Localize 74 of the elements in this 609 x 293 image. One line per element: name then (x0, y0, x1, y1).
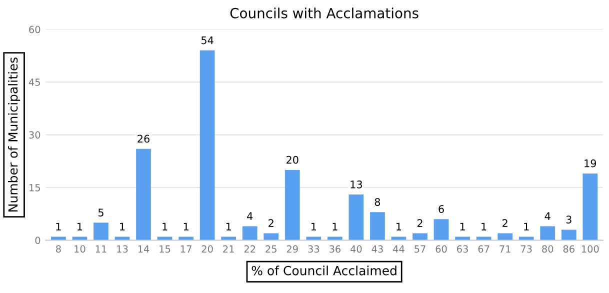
bar (370, 212, 385, 240)
x-tick-label: 60 (436, 245, 447, 253)
data-label: 1 (56, 222, 61, 230)
x-tick-label: 20 (202, 245, 213, 253)
data-label: 6 (438, 205, 444, 213)
x-tick-label: 33 (308, 245, 320, 253)
bar (434, 219, 449, 240)
data-label: 1 (460, 222, 465, 230)
y-tick-label: 60 (29, 26, 40, 34)
data-label: 5 (98, 208, 104, 216)
data-label: 1 (226, 222, 231, 230)
x-tick-label: 40 (350, 245, 362, 253)
x-tick-label: 67 (478, 245, 490, 253)
data-label: 2 (417, 219, 422, 227)
x-tick-label: 10 (74, 245, 86, 253)
x-tick-label: 43 (372, 245, 383, 253)
data-label: 4 (544, 212, 550, 220)
data-label: 1 (120, 222, 125, 230)
bar (264, 233, 279, 240)
data-label: 2 (502, 219, 508, 227)
data-label: 1 (524, 222, 529, 230)
x-tick-label: 73 (520, 245, 532, 253)
bar (498, 233, 513, 240)
data-label: 19 (584, 159, 596, 168)
x-tick-label: 57 (414, 245, 426, 253)
bar (348, 194, 364, 240)
data-label: 1 (482, 222, 486, 230)
data-label: 1 (332, 222, 338, 230)
bar (582, 173, 598, 240)
data-label: 1 (396, 222, 402, 230)
x-tick-label: 17 (180, 245, 192, 253)
x-tick-label: 63 (457, 245, 468, 253)
y-tick-label: 30 (29, 131, 40, 139)
x-tick-label: 100 (582, 245, 599, 253)
x-tick-label: 25 (266, 245, 276, 253)
x-tick-label: 22 (244, 245, 256, 253)
bar (412, 233, 428, 240)
x-tick-label: 15 (160, 245, 170, 253)
y-tick-label: 45 (28, 78, 40, 86)
x-tick-label: 29 (286, 245, 298, 253)
x-tick-label: 21 (223, 245, 234, 253)
data-label: 20 (286, 156, 298, 164)
bar (136, 148, 151, 240)
y-axis-title: Number of Municipalities (8, 58, 20, 212)
bar (242, 226, 258, 240)
data-label: 1 (78, 222, 82, 230)
x-tick-label: 14 (138, 245, 150, 253)
x-tick-label: 13 (117, 245, 128, 253)
x-tick-label: 11 (96, 245, 106, 253)
data-label: 1 (311, 222, 316, 230)
bar (200, 50, 215, 240)
bar (561, 230, 576, 240)
x-tick-label: 36 (329, 245, 340, 253)
chart-title: Councils with Acclamations (230, 8, 418, 18)
x-tick-label: 71 (500, 245, 510, 253)
data-label: 1 (162, 222, 168, 230)
data-label: 13 (350, 180, 362, 188)
data-label: 54 (201, 36, 214, 44)
x-tick-label: 86 (563, 245, 574, 253)
y-tick-label: 15 (30, 184, 40, 192)
x-tick-label: 8 (56, 245, 61, 253)
bar (284, 170, 300, 240)
bar (94, 222, 108, 240)
x-axis-title: % of Council Acclaimed (252, 266, 396, 276)
data-label: 1 (184, 222, 188, 230)
data-label: 2 (268, 219, 274, 227)
data-label: 3 (566, 216, 572, 224)
x-tick-label: 80 (542, 245, 554, 253)
y-tick-label: 0 (35, 236, 40, 244)
data-label: 4 (247, 212, 253, 220)
x-tick-label: 44 (393, 245, 404, 253)
bar (540, 226, 556, 240)
data-label: 26 (138, 134, 150, 143)
data-label: 8 (374, 198, 380, 206)
